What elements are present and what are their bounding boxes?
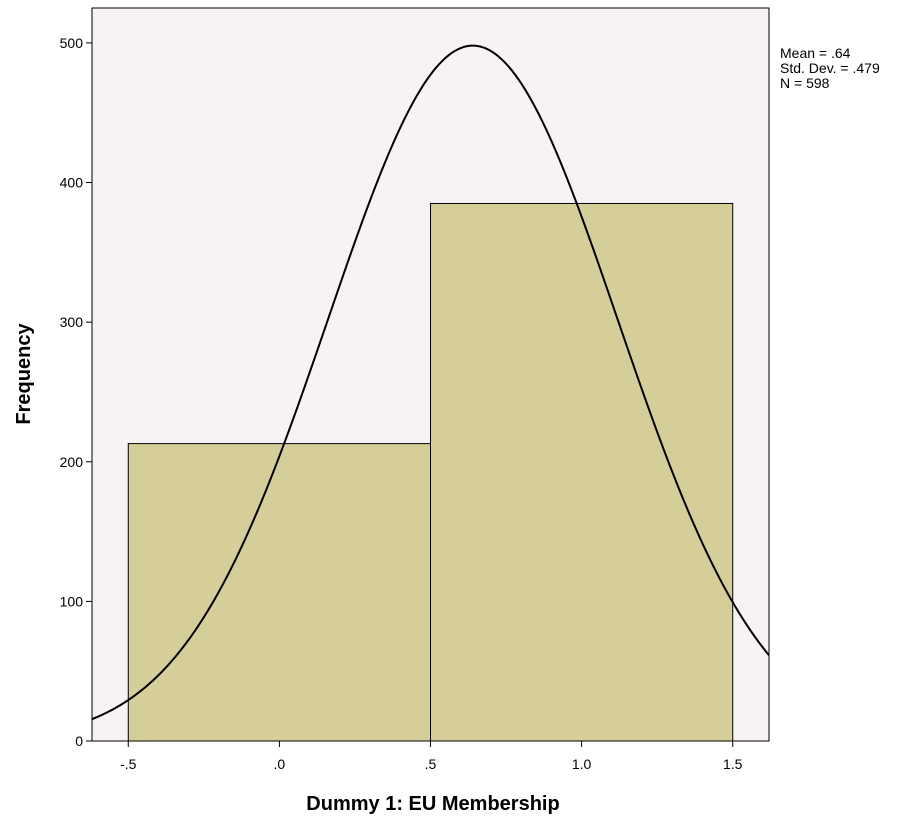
x-tick-label: .5 bbox=[425, 756, 437, 772]
y-tick-label: 200 bbox=[60, 454, 84, 470]
y-tick-label: 300 bbox=[60, 314, 84, 330]
y-axis-title: Frequency bbox=[13, 323, 35, 425]
y-tick-label: 0 bbox=[75, 733, 83, 749]
x-tick-label: 1.0 bbox=[572, 756, 592, 772]
x-tick-label: .0 bbox=[274, 756, 286, 772]
y-tick-label: 100 bbox=[60, 593, 84, 609]
histogram-bar-0 bbox=[127, 443, 431, 742]
x-axis-title: Dummy 1: EU Membership bbox=[306, 793, 559, 815]
y-tick-label: 400 bbox=[60, 175, 84, 191]
x-tick-label: -.5 bbox=[120, 756, 137, 772]
x-tick-label: 1.5 bbox=[723, 756, 743, 772]
stats-line-1: Std. Dev. = .479 bbox=[780, 60, 880, 76]
stats-line-0: Mean = .64 bbox=[780, 45, 851, 61]
y-tick-label: 500 bbox=[60, 35, 84, 51]
stats-line-2: N = 598 bbox=[780, 75, 830, 91]
histogram-bar-1 bbox=[430, 202, 734, 742]
normal-curve bbox=[92, 44, 769, 721]
